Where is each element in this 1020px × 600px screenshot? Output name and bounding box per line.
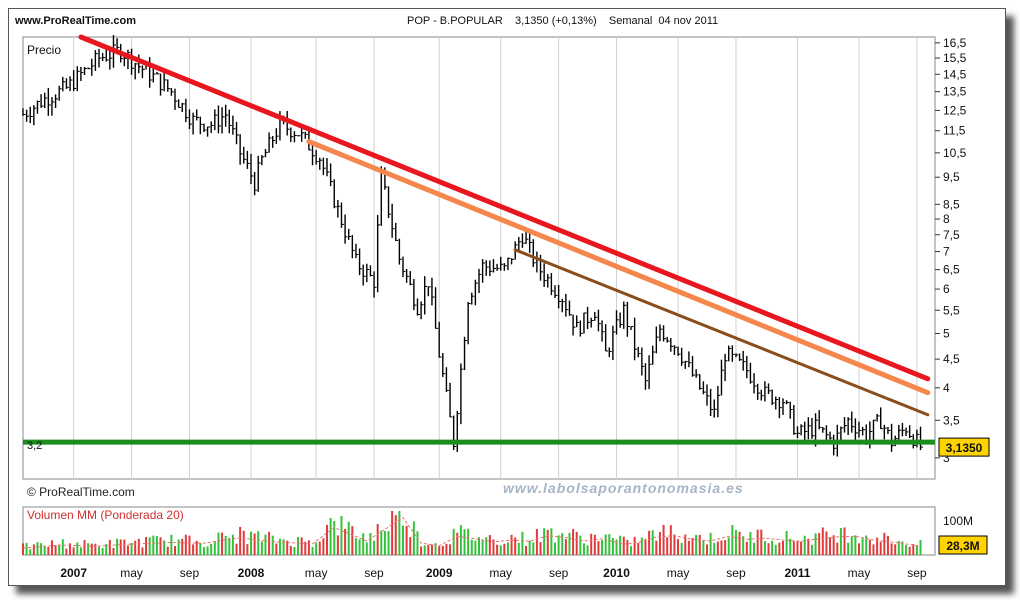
volume-scale-label: 100M: [943, 514, 973, 528]
last-volume-label: 28,3M: [946, 539, 979, 553]
y-tick-label: 7,5: [943, 228, 960, 242]
y-tick-label: 12,5: [943, 103, 967, 117]
y-tick-label: 8: [943, 212, 950, 226]
y-tick-label: 6,5: [943, 263, 960, 277]
y-tick-label: 7: [943, 245, 950, 259]
copyright-label: © ProRealTime.com: [27, 485, 135, 499]
y-tick-label: 16,5: [943, 36, 967, 50]
y-tick-label: 15,5: [943, 51, 967, 65]
volume-bars: [22, 511, 922, 555]
x-tick-label: 2011: [784, 566, 810, 580]
x-tick-label: sep: [907, 566, 927, 580]
y-tick-label: 3: [943, 451, 950, 465]
y-tick-label: 10,5: [943, 146, 967, 160]
chart-svg: www.ProRealTime.com POP - B.POPULAR 3,13…: [14, 15, 990, 580]
x-tick-label: 2008: [238, 566, 265, 580]
price-panel-label: Precio: [27, 43, 61, 57]
x-tick-label: may: [848, 566, 871, 580]
x-tick-label: sep: [549, 566, 569, 580]
price-axis: 16,515,5 14,5 13,5 12,5 11,5 10,5 9,5 8,58 7,5 7 6…: [935, 36, 990, 465]
x-tick-label: sep: [180, 566, 200, 580]
support-label: 3,2: [27, 440, 42, 452]
trendline-red: [78, 34, 931, 382]
x-tick-label: 2009: [426, 566, 453, 580]
chart-window: www.ProRealTime.com POP - B.POPULAR 3,13…: [8, 8, 1006, 586]
x-tick-label: may: [667, 566, 690, 580]
x-tick-label: may: [489, 566, 512, 580]
y-tick-label: 11,5: [943, 124, 966, 138]
site-label[interactable]: www.ProRealTime.com: [14, 15, 136, 27]
time-axis: 2007 may sep 2008 may sep 2009 may sep 2010 may sep…: [60, 566, 927, 580]
y-tick-label: 6: [943, 282, 950, 296]
x-tick-label: may: [305, 566, 328, 580]
chart-title: POP - B.POPULAR 3,1350 (+0,13%) Semanal …: [407, 15, 718, 27]
y-tick-label: 4,5: [943, 352, 960, 366]
x-tick-label: may: [120, 566, 143, 580]
y-tick-label: 14,5: [943, 67, 967, 81]
x-tick-label: sep: [364, 566, 384, 580]
x-tick-label: sep: [726, 566, 746, 580]
volume-panel-label: Volumen MM (Ponderada 20): [27, 508, 184, 522]
x-tick-label: 2010: [603, 566, 630, 580]
trendline-brown: [513, 248, 930, 417]
y-tick-label: 5: [943, 326, 950, 340]
watermark[interactable]: www.labolsaporantonomasia.es: [503, 480, 744, 496]
y-tick-label: 13,5: [943, 85, 967, 99]
volume-axis: 100M 28,3M: [938, 514, 988, 555]
y-tick-label: 4: [943, 381, 950, 395]
last-price-label: 3,1350: [946, 441, 983, 455]
last-price-box: [938, 437, 990, 457]
y-tick-label: 3,5: [943, 413, 960, 427]
x-tick-label: 2007: [60, 566, 87, 580]
last-volume-box: [938, 535, 988, 555]
volume-average-line: [22, 516, 921, 549]
y-tick-label: 9,5: [943, 170, 960, 184]
y-tick-label: 5,5: [943, 303, 960, 317]
price-panel: [22, 36, 936, 480]
trendline-orange: [306, 139, 931, 396]
y-tick-label: 8,5: [943, 197, 960, 211]
trendlines: [23, 34, 935, 445]
